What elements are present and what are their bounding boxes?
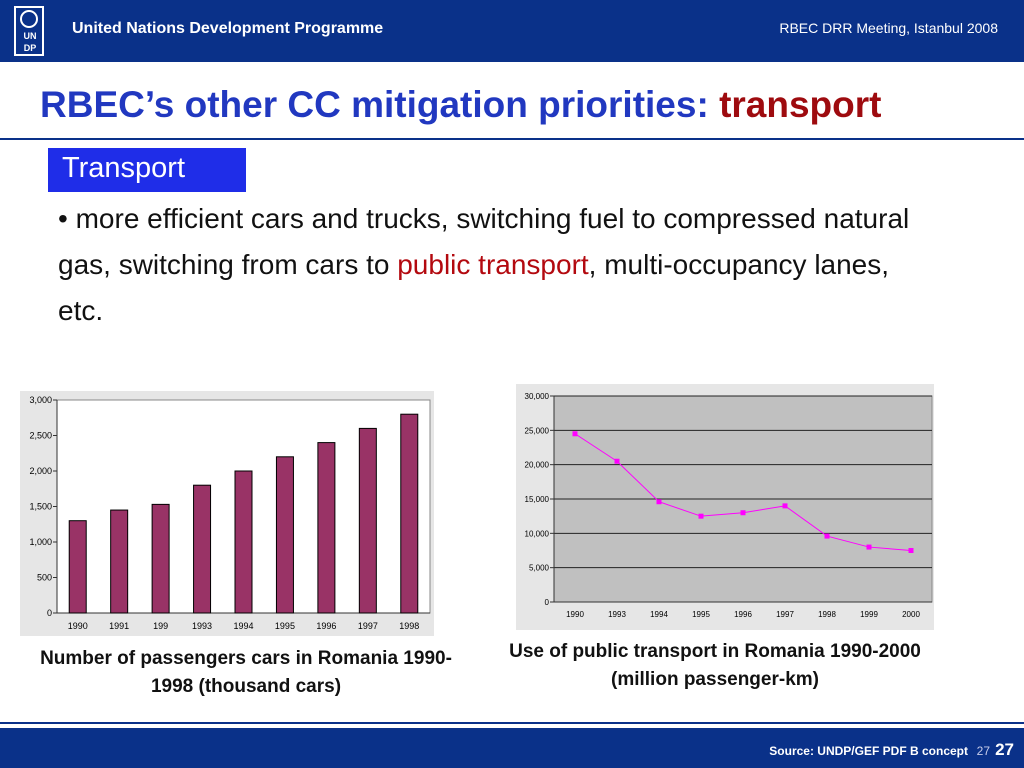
footer-divider (0, 722, 1024, 724)
x-tick-label: 1997 (358, 621, 378, 631)
y-tick-label: 500 (37, 573, 52, 583)
x-tick-label: 1991 (109, 621, 129, 631)
x-tick-label: 1996 (734, 610, 752, 619)
bar (358, 427, 377, 614)
y-tick-label: 25,000 (525, 426, 550, 435)
x-tick-label: 1998 (399, 621, 419, 631)
y-tick-label: 15,000 (525, 495, 550, 504)
data-point (782, 503, 788, 509)
bullet-part2: , multi-occupancy lanes, etc. (58, 249, 890, 326)
y-tick-label: 30,000 (525, 392, 550, 401)
data-point (740, 510, 746, 516)
title-accent: transport (719, 84, 882, 125)
y-tick-label: 0 (47, 608, 52, 618)
y-tick-label: 2,000 (29, 466, 52, 476)
data-point (698, 513, 704, 519)
footer-bar (0, 728, 1024, 768)
data-point (824, 533, 830, 539)
un-emblem-icon (20, 10, 38, 28)
x-tick-label: 1994 (650, 610, 668, 619)
slide-title: RBEC’s other CC mitigation priorities: t… (40, 84, 881, 126)
bar (275, 456, 294, 614)
x-tick-label: 1995 (275, 621, 295, 631)
title-main: RBEC’s other CC mitigation priorities: (40, 84, 720, 125)
x-tick-label: 1993 (608, 610, 626, 619)
org-name: United Nations Development Programme (72, 20, 384, 37)
y-tick-label: 20,000 (525, 461, 550, 470)
bar (400, 413, 419, 614)
y-tick-label: 1,000 (29, 537, 52, 547)
bullet-text: • more efficient cars and trucks, switch… (58, 196, 918, 334)
page-number-shadow: 27 (976, 744, 990, 758)
bullet-part1: more efficient cars and trucks, switchin… (58, 203, 910, 280)
x-tick-label: 1993 (192, 621, 212, 631)
passenger-cars-bar-chart: 0 500 1,000 1,500 2,000 2,500 3,000 1990 1991 199… (20, 391, 434, 636)
data-point (908, 548, 914, 553)
x-tick-label: 1990 (566, 610, 584, 619)
section-tag: Transport (48, 148, 246, 192)
x-tick-label: 2000 (902, 610, 920, 619)
data-point (656, 499, 662, 505)
x-tick-label: 1999 (860, 610, 878, 619)
y-tick-label: 0 (545, 598, 550, 607)
undp-logo: UN DP (14, 6, 44, 56)
y-tick-label: 1,500 (29, 502, 52, 512)
data-point (614, 458, 620, 464)
x-tick-label: 1998 (818, 610, 836, 619)
logo-letters: UN DP (23, 31, 37, 53)
meeting-label: RBEC DRR Meeting, Istanbul 2008 (779, 20, 998, 36)
x-tick-label: 1997 (776, 610, 794, 619)
x-tick-label: 1990 (68, 621, 88, 631)
bar (317, 442, 336, 614)
y-tick-label: 10,000 (525, 529, 550, 538)
x-tick-label: 1994 (233, 621, 253, 631)
bullet-highlight: public transport (397, 249, 589, 280)
line-chart-caption: Use of public transport in Romania 1990-… (509, 641, 921, 690)
y-tick-label: 2,500 (29, 431, 52, 441)
bar (110, 509, 129, 614)
title-rule (0, 138, 1024, 140)
header-bar: UN DP United Nations Development Program… (0, 0, 1024, 62)
x-tick-label: 1996 (316, 621, 336, 631)
bar (151, 503, 170, 614)
x-tick-label: 1995 (692, 610, 710, 619)
bar (68, 520, 87, 614)
bullet-symbol: • (58, 203, 68, 234)
data-point (866, 544, 872, 550)
bar (193, 484, 212, 614)
data-point (572, 431, 578, 437)
bar (234, 470, 253, 614)
source-note: Source: UNDP/GEF PDF B concept (769, 744, 968, 758)
x-tick-label: 199 (153, 621, 168, 631)
page-number: 27 (995, 740, 1014, 759)
y-tick-label: 3,000 (29, 395, 52, 405)
y-tick-label: 5,000 (529, 564, 550, 573)
public-transport-line-chart: 0 5,000 10,000 15,000 20,000 25,000 30,000 1990… (516, 384, 934, 630)
bar-chart-caption: Number of passengers cars in Romania 199… (40, 648, 452, 697)
